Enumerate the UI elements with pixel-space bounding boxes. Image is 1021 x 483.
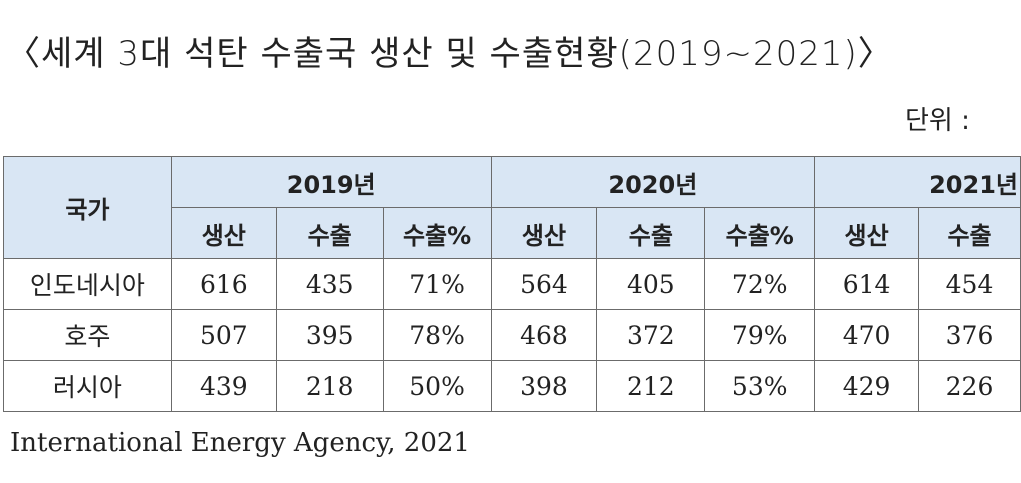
country-cell: 인도네시아 [3, 258, 172, 310]
header-row-metrics: 생산 수출 수출% 생산 수출 수출% 생산 수출 [4, 207, 1021, 259]
value-cell: 78% [382, 309, 492, 361]
value-cell: 395 [275, 309, 384, 361]
value-cell: 218 [275, 360, 384, 412]
value-cell: 72% [704, 258, 816, 310]
value-cell: 616 [170, 258, 277, 310]
value-cell: 398 [490, 360, 598, 412]
value-cell: 212 [596, 360, 706, 412]
value-cell: 71% [382, 258, 492, 310]
country-cell: 호주 [3, 309, 172, 361]
subheader-export: 수출 [275, 207, 384, 259]
value-cell: 470 [814, 309, 920, 361]
subheader-export: 수출 [918, 207, 1021, 259]
coal-export-table: 국가 2019년 2020년 2021년 생산 수출 수출% 생산 수출 수출%… [3, 156, 1021, 412]
country-cell: 러시아 [3, 360, 172, 412]
value-cell: 454 [918, 258, 1021, 310]
value-cell: 376 [918, 309, 1021, 361]
header-row-years: 국가 2019년 2020년 2021년 [3, 156, 1021, 259]
source-citation: International Energy Agency, 2021 [10, 428, 470, 458]
unit-label: 단위 : [905, 106, 970, 136]
value-cell: 614 [814, 258, 920, 310]
value-cell: 468 [490, 309, 598, 361]
year-header-2021: 2021년 [814, 156, 1021, 208]
subheader-export: 수출 [596, 207, 706, 259]
table-row: 인도네시아 616 435 71% 564 405 72% 614 454 [3, 258, 1021, 310]
table-row: 러시아 439 218 50% 398 212 53% 429 226 [3, 360, 1021, 412]
year-header-2020: 2020년 [490, 156, 816, 208]
value-cell: 564 [490, 258, 598, 310]
value-cell: 79% [704, 309, 816, 361]
document-title: 〈세계 3대 석탄 수출국 생산 및 수출현황(2019~2021)〉 [6, 34, 893, 74]
value-cell: 226 [918, 360, 1021, 412]
subheader-production: 생산 [814, 207, 920, 259]
year-header-2019: 2019년 [170, 156, 492, 208]
value-cell: 50% [382, 360, 492, 412]
value-cell: 405 [596, 258, 706, 310]
table-row: 호주 507 395 78% 468 372 79% 470 376 [3, 309, 1021, 361]
value-cell: 439 [170, 360, 277, 412]
value-cell: 429 [814, 360, 920, 412]
value-cell: 53% [704, 360, 816, 412]
subheader-production: 생산 [490, 207, 598, 259]
subheader-production: 생산 [170, 207, 277, 259]
value-cell: 372 [596, 309, 706, 361]
subheader-export-pct: 수출% [704, 207, 816, 259]
value-cell: 435 [275, 258, 384, 310]
subheader-export-pct: 수출% [382, 207, 492, 259]
value-cell: 507 [170, 309, 277, 361]
country-header: 국가 [3, 156, 172, 259]
